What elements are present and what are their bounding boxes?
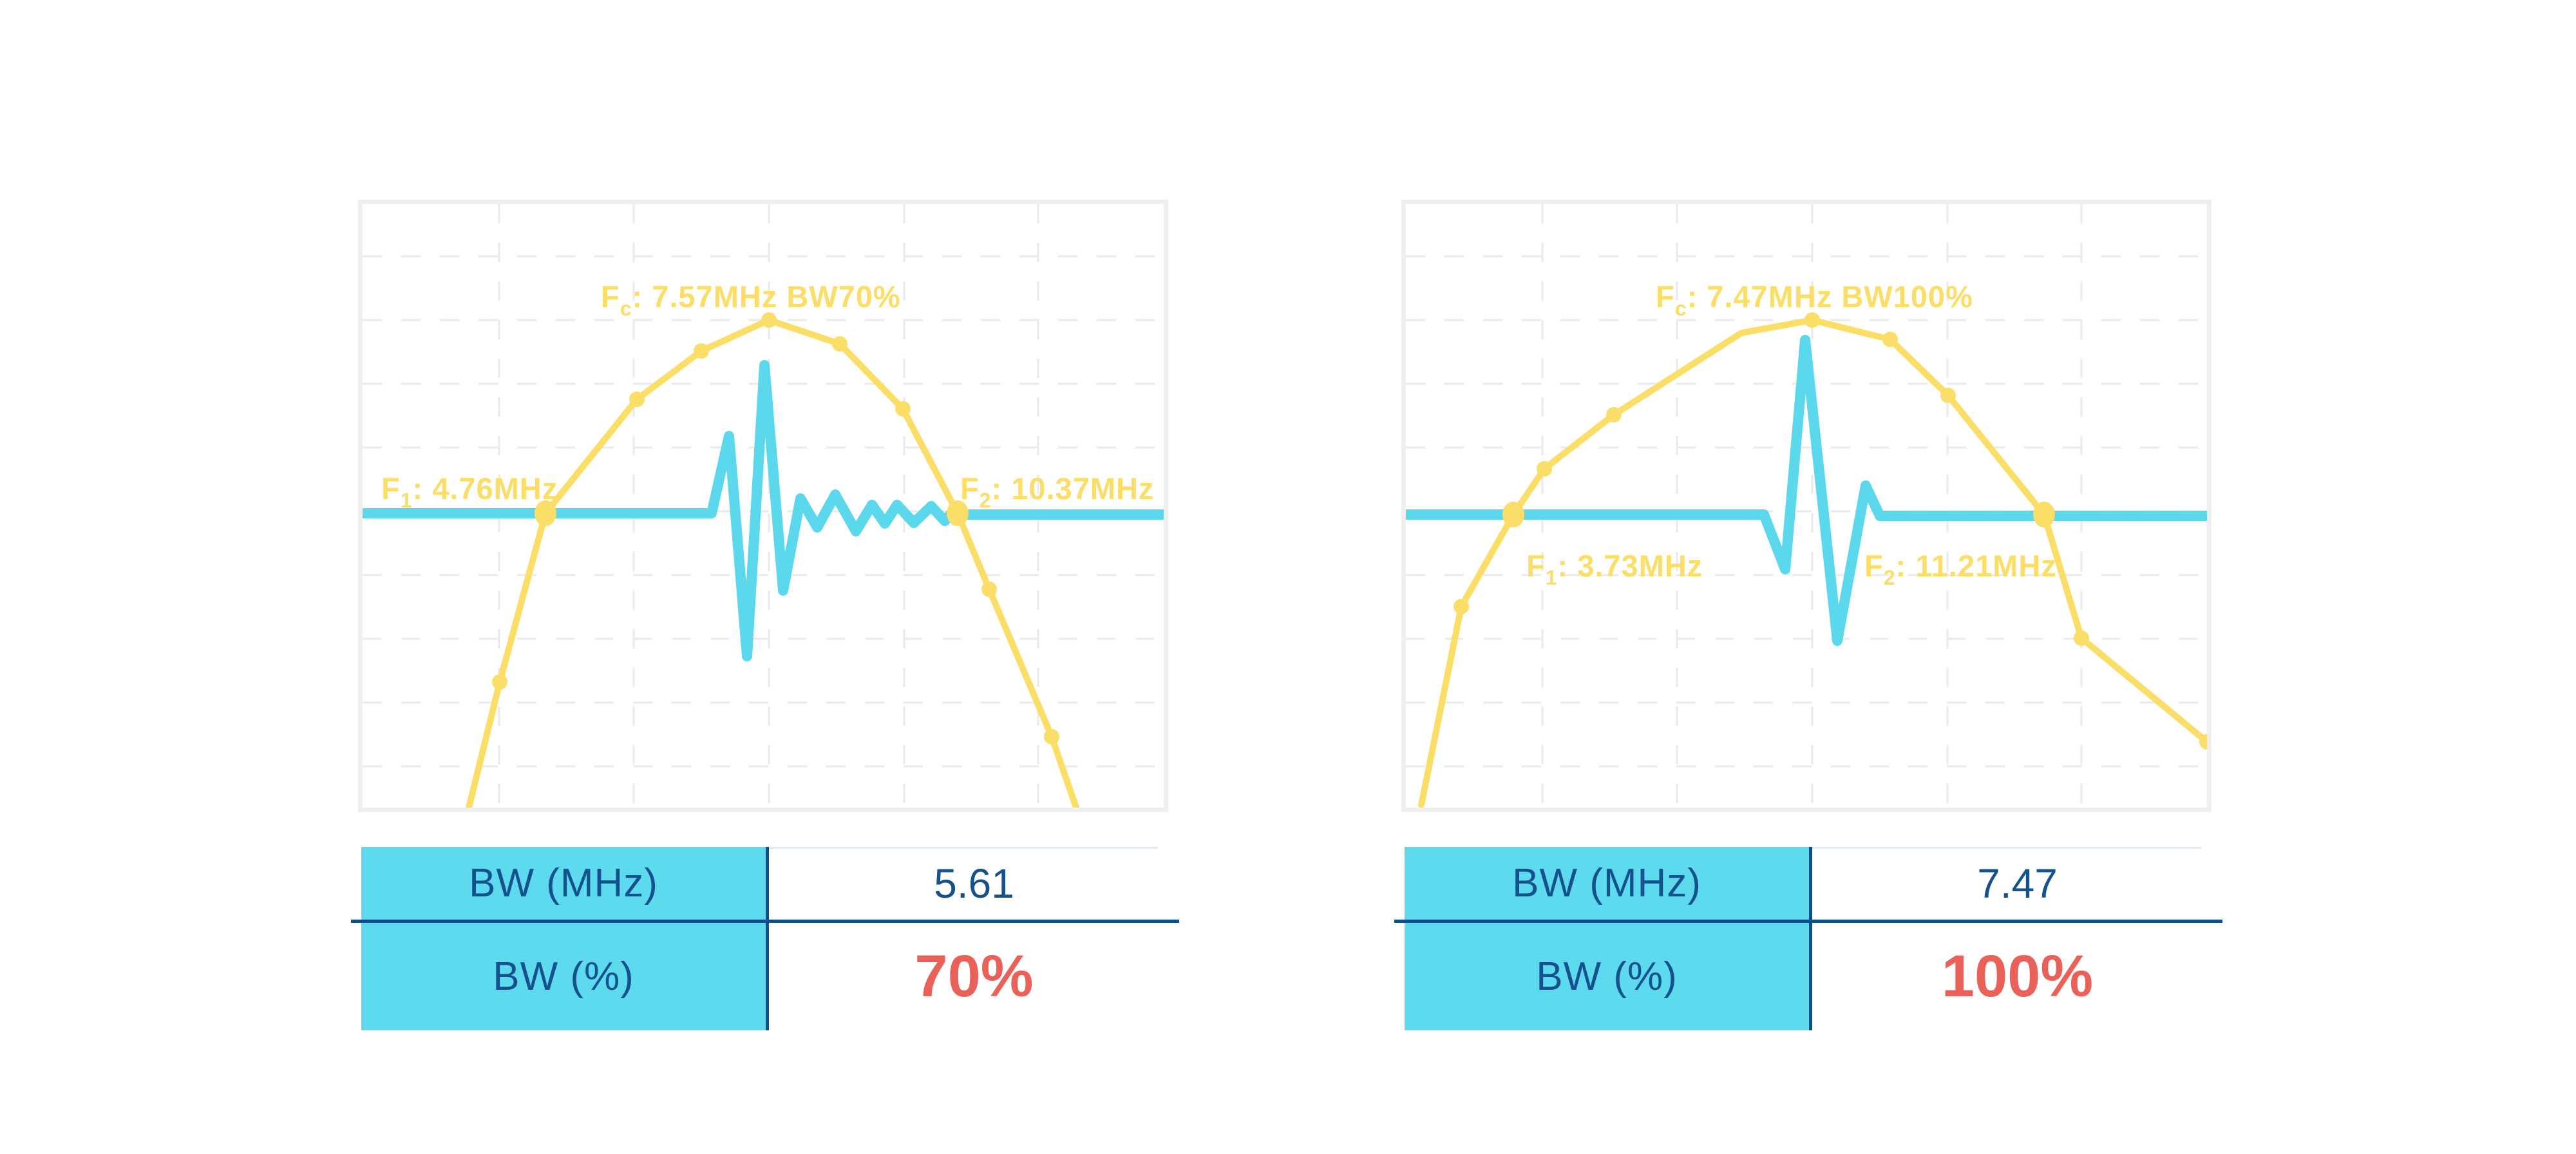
spectrum-point-marker [694, 343, 709, 359]
table-top-rule [1812, 847, 2201, 849]
spectrum-point-marker [492, 674, 507, 690]
spectrum-point-marker [832, 336, 848, 352]
table-label-column-bg [1405, 847, 1809, 1030]
spectrum-point-marker [2199, 734, 2207, 750]
spectrum-point-marker [981, 582, 997, 597]
bw-mhz-value: 7.47 [1977, 860, 2058, 907]
f1-label: F1: 3.73MHz [1526, 549, 1703, 589]
panel-bw100: Fc: 7.47MHz BW100% F1: 3.73MHz F2: 11.21MH… [1394, 0, 2496, 1154]
bw-pct-value: 100% [1941, 943, 2094, 1009]
spectrum-point-marker [1606, 407, 1622, 422]
table-label-column-bg [361, 847, 766, 1030]
spectrum-envelope-line [1418, 317, 2207, 808]
fc-label: Fc: 7.57MHz BW70% [601, 279, 901, 320]
spectrum-point-marker [1940, 388, 1956, 403]
bandwidth-edge-marker [535, 500, 556, 526]
bw-pct-label: BW (%) [1536, 954, 1678, 999]
table-horizontal-divider [1394, 920, 2222, 923]
table-vertical-divider [1809, 847, 1812, 1030]
spectrum-envelope-line [466, 317, 1079, 808]
fc-label: Fc: 7.47MHz BW100% [1656, 279, 1973, 320]
bw-pct-label: BW (%) [493, 954, 634, 999]
pulse-waveform-line [363, 360, 1164, 661]
bw-mhz-label: BW (MHz) [1512, 861, 1701, 905]
bw-pct-value: 70% [914, 943, 1034, 1009]
spectrum-chart-bw100: Fc: 7.47MHz BW100% F1: 3.73MHz F2: 11.21MH… [1401, 200, 2211, 812]
table-top-rule [769, 847, 1158, 849]
bw-mhz-value: 5.61 [934, 860, 1014, 907]
spectrum-point-marker [1804, 312, 1820, 328]
f1-label: F1: 4.76MHz [381, 471, 558, 512]
pulse-waveform-line [1406, 335, 2207, 646]
spectrum-point-marker [2074, 630, 2089, 646]
table-vertical-divider [766, 847, 769, 1030]
spectrum-plot: Fc: 7.47MHz BW100% F1: 3.73MHz F2: 11.21MH… [1406, 204, 2207, 808]
bandwidth-edge-marker [2033, 502, 2055, 527]
spectrum-chart-bw70: Fc: 7.57MHz BW70% F1: 4.76MHz F2: 10.37MHz [358, 200, 1168, 812]
spectrum-plot: Fc: 7.57MHz BW70% F1: 4.76MHz F2: 10.37MHz [363, 204, 1164, 808]
spectrum-point-marker [1454, 599, 1469, 614]
spectrum-point-marker [761, 312, 777, 328]
f2-label: F2: 10.37MHz [960, 471, 1154, 512]
spectrum-point-marker [1882, 332, 1898, 347]
bw-mhz-label: BW (MHz) [469, 861, 658, 905]
spectrum-point-marker [629, 392, 645, 407]
table-horizontal-divider [351, 920, 1179, 923]
spectrum-point-marker [1537, 461, 1552, 477]
bandwidth-edge-marker [947, 500, 969, 526]
spectrum-point-marker [1044, 729, 1059, 744]
spectrum-point-marker [895, 401, 911, 417]
panel-bw70: Fc: 7.57MHz BW70% F1: 4.76MHz F2: 10.37MHz… [351, 0, 1453, 1154]
bandwidth-edge-marker [1502, 502, 1524, 527]
f2-label: F2: 11.21MHz [1864, 549, 2057, 589]
